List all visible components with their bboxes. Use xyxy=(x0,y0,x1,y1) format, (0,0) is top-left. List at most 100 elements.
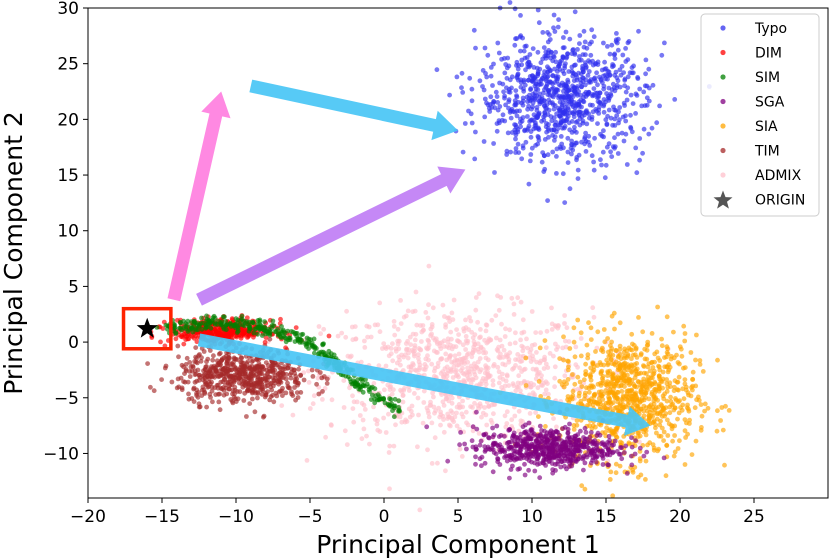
data-point xyxy=(527,74,533,79)
data-point xyxy=(499,321,504,327)
data-point xyxy=(456,374,461,380)
data-point xyxy=(321,341,326,347)
data-point xyxy=(538,330,543,335)
data-point xyxy=(251,372,257,378)
data-point xyxy=(522,55,528,61)
data-point xyxy=(604,144,610,150)
data-point xyxy=(593,349,598,354)
data-point xyxy=(369,392,375,398)
data-point xyxy=(482,449,488,454)
data-point xyxy=(429,322,435,327)
data-point xyxy=(516,384,521,390)
data-point xyxy=(221,366,227,372)
data-point xyxy=(632,391,638,397)
data-point xyxy=(516,373,522,379)
data-point xyxy=(587,115,592,121)
data-point xyxy=(391,319,397,324)
data-point xyxy=(534,359,539,365)
data-point xyxy=(488,417,494,423)
data-point xyxy=(682,417,688,422)
data-point xyxy=(524,456,530,461)
data-point xyxy=(660,385,665,391)
legend-label: SIM xyxy=(755,70,780,86)
data-point xyxy=(263,335,269,340)
data-point xyxy=(490,378,496,383)
data-point xyxy=(672,449,678,455)
data-point xyxy=(561,35,566,40)
data-point xyxy=(442,314,447,319)
data-point xyxy=(586,89,592,95)
data-point xyxy=(722,462,727,468)
data-point xyxy=(287,372,293,377)
data-point xyxy=(438,356,444,362)
data-point xyxy=(392,396,398,402)
data-point xyxy=(368,385,374,391)
data-point xyxy=(536,137,542,143)
data-point xyxy=(206,317,212,323)
data-point xyxy=(511,365,517,371)
data-point xyxy=(581,377,587,383)
data-point xyxy=(408,342,413,347)
data-point xyxy=(263,392,269,398)
data-point xyxy=(542,391,548,397)
data-point xyxy=(204,404,210,410)
data-point xyxy=(588,438,594,444)
data-point xyxy=(574,140,579,146)
data-point xyxy=(469,98,475,104)
data-point xyxy=(571,339,577,345)
data-point xyxy=(546,391,551,397)
data-point xyxy=(468,404,473,409)
data-point xyxy=(429,420,435,426)
data-point xyxy=(408,364,414,369)
data-point xyxy=(496,354,502,360)
data-point xyxy=(252,326,258,332)
data-point xyxy=(245,359,251,365)
data-point xyxy=(565,105,571,111)
data-point xyxy=(518,388,523,394)
data-point xyxy=(662,40,667,46)
data-point xyxy=(350,393,355,399)
data-point xyxy=(512,127,518,133)
data-point xyxy=(491,362,497,367)
data-point xyxy=(505,353,511,359)
data-point xyxy=(681,396,687,402)
data-point xyxy=(401,314,407,320)
data-point xyxy=(279,403,285,408)
data-point xyxy=(546,107,552,113)
data-point xyxy=(239,355,245,361)
data-point xyxy=(259,371,265,377)
data-point xyxy=(523,43,529,49)
data-point xyxy=(145,361,151,366)
data-point xyxy=(553,92,559,97)
data-point xyxy=(443,324,448,330)
data-point xyxy=(611,386,616,392)
data-point xyxy=(255,390,260,395)
data-point xyxy=(542,69,547,75)
data-point xyxy=(581,467,586,473)
data-point xyxy=(196,404,202,410)
data-point xyxy=(214,382,220,388)
data-point xyxy=(282,364,287,370)
data-point xyxy=(417,362,423,368)
data-point xyxy=(554,171,559,176)
data-point xyxy=(466,351,471,357)
data-point xyxy=(567,346,573,351)
data-point xyxy=(626,39,632,44)
data-point xyxy=(702,408,707,414)
data-point xyxy=(638,406,644,412)
data-point xyxy=(608,149,613,155)
data-point xyxy=(422,362,428,367)
data-point xyxy=(469,438,475,444)
data-point xyxy=(532,342,538,347)
data-point xyxy=(512,454,518,460)
data-point xyxy=(553,119,558,125)
data-point xyxy=(529,78,535,84)
data-point xyxy=(545,152,551,158)
data-point xyxy=(535,69,541,75)
data-point xyxy=(561,118,566,123)
data-point xyxy=(488,94,494,100)
data-point xyxy=(623,443,629,449)
data-point xyxy=(635,379,641,384)
data-point xyxy=(636,315,641,320)
data-point xyxy=(497,447,503,453)
